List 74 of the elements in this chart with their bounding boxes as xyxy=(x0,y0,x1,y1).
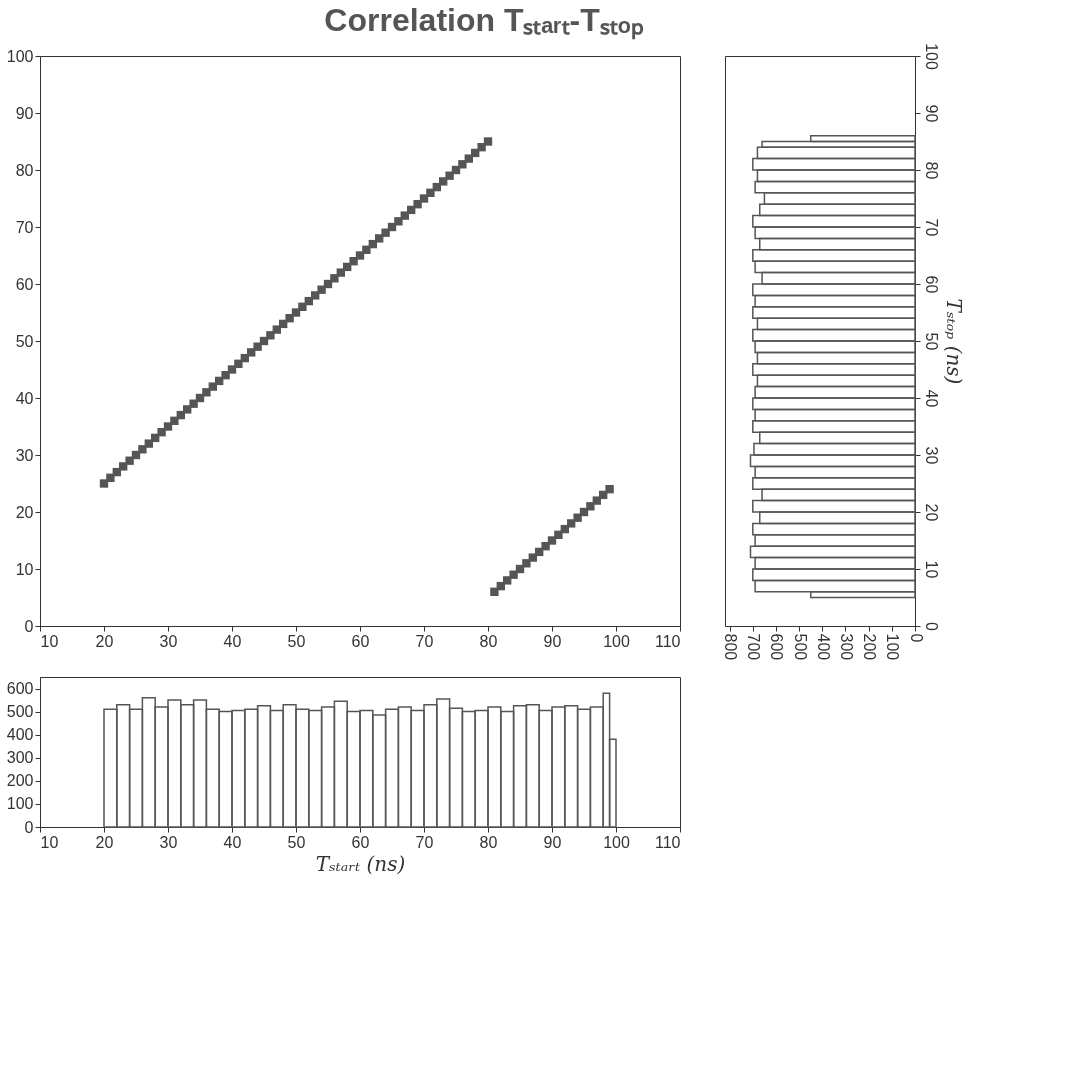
y-tick-label: 40 xyxy=(15,389,34,407)
y-tick-label: 100 xyxy=(6,795,34,813)
y-tick-label: 30 xyxy=(15,446,34,464)
y-tick-label: 50 xyxy=(15,332,34,350)
x-tick-label: 30 xyxy=(159,833,178,851)
y-tick-label: 50 xyxy=(922,332,940,351)
y-tick-label: 70 xyxy=(15,218,34,236)
point xyxy=(592,496,601,505)
x-tick-label: 40 xyxy=(223,833,242,851)
x-tick-label: 800 xyxy=(722,633,740,661)
y-tick-label: 20 xyxy=(15,503,34,521)
x-tick-label: 70 xyxy=(415,833,434,851)
y-axis-title: Tₛₜₒₚ (ns) xyxy=(941,298,966,385)
y-tick-label: 0 xyxy=(24,617,34,635)
x-tick-label: 0 xyxy=(907,633,925,643)
point xyxy=(554,530,563,539)
y-tick-label: 300 xyxy=(6,749,34,767)
point xyxy=(547,536,557,545)
y-tick-label: 200 xyxy=(6,772,34,790)
x-tick-label: 60 xyxy=(351,833,370,851)
y-tick-label: 90 xyxy=(922,104,940,123)
x-tick-label: 70 xyxy=(415,632,434,650)
y-tick-label: 400 xyxy=(6,726,34,744)
x-tick-label: 80 xyxy=(479,632,498,650)
point xyxy=(490,587,499,596)
x-tick-label: 600 xyxy=(768,633,786,661)
x-tick-label: 20 xyxy=(95,632,114,650)
x-tick-label: 100 xyxy=(603,833,630,851)
point xyxy=(528,553,537,562)
y-tick-label: 30 xyxy=(922,446,940,465)
x-tick-label: 100 xyxy=(603,632,630,650)
point xyxy=(605,485,614,494)
point xyxy=(541,542,550,551)
point xyxy=(522,559,531,568)
x-tick-label: 110 xyxy=(654,833,681,851)
point xyxy=(573,513,582,522)
x-tick-label: 200 xyxy=(861,633,879,661)
x-tick-label: 90 xyxy=(543,632,562,650)
x-tick-label: 700 xyxy=(745,633,763,661)
x-tick-label: 30 xyxy=(159,632,178,650)
y-tick-label: 80 xyxy=(15,161,34,179)
y-tick-label: 0 xyxy=(922,622,940,632)
x-axis-title: Tₛₜₐᵣₜ (ns) xyxy=(315,851,406,876)
x-tick-label: 20 xyxy=(95,833,114,851)
y-tick-label: 10 xyxy=(15,560,34,578)
y-tick-label: 80 xyxy=(922,161,940,180)
x-tick-label: 500 xyxy=(791,633,809,661)
point xyxy=(586,502,595,511)
x-tick-label: 400 xyxy=(814,633,832,661)
x-tick-label: 10 xyxy=(40,833,59,851)
x-tick-label: 50 xyxy=(287,632,306,650)
y-tick-label: 100 xyxy=(922,43,940,70)
y-tick-label: 100 xyxy=(6,47,34,65)
x-tick-label: 100 xyxy=(884,633,902,661)
x-tick-label: 40 xyxy=(223,632,242,650)
y-tick-label: 60 xyxy=(922,275,940,294)
y-tick-label: 60 xyxy=(15,275,34,293)
y-tick-label: 500 xyxy=(6,703,34,721)
x-tick-label: 300 xyxy=(837,633,855,661)
x-tick-label: 10 xyxy=(40,632,59,650)
y-tick-label: 10 xyxy=(922,560,940,579)
chart-title: Correlation Tₛₜₐᵣₜ-Tₛₜₒₚ xyxy=(324,2,644,41)
x-tick-label: 90 xyxy=(543,833,562,851)
y-tick-label: 0 xyxy=(24,818,34,836)
y-tick-label: 90 xyxy=(15,104,34,122)
x-tick-label: 60 xyxy=(351,632,370,650)
point xyxy=(509,570,518,579)
y-tick-label: 70 xyxy=(922,218,940,237)
x-tick-label: 50 xyxy=(287,833,306,851)
y-tick-label: 600 xyxy=(6,680,34,698)
y-tick-label: 20 xyxy=(922,503,940,522)
x-tick-label: 110 xyxy=(654,632,681,650)
y-tick-label: 40 xyxy=(922,389,940,408)
x-tick-label: 80 xyxy=(479,833,498,851)
